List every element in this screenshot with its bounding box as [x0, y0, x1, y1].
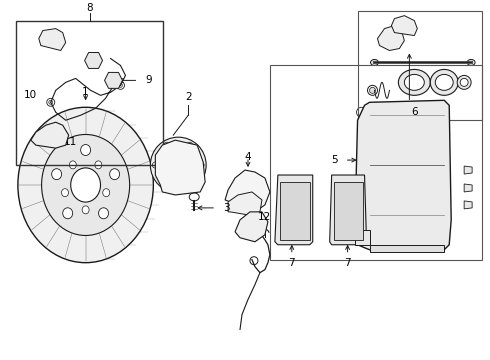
Text: 6: 6: [411, 107, 417, 117]
Text: 5: 5: [331, 155, 338, 165]
Ellipse shape: [404, 75, 424, 90]
Polygon shape: [275, 175, 313, 245]
Bar: [16, 21, 163, 165]
Ellipse shape: [367, 116, 422, 164]
Ellipse shape: [189, 193, 199, 201]
Ellipse shape: [187, 142, 193, 148]
Ellipse shape: [398, 69, 430, 95]
Ellipse shape: [457, 75, 471, 89]
Ellipse shape: [117, 81, 124, 89]
Ellipse shape: [250, 257, 258, 265]
Text: 8: 8: [86, 3, 93, 13]
Ellipse shape: [51, 169, 62, 180]
Ellipse shape: [369, 87, 375, 93]
Text: 7: 7: [344, 258, 351, 268]
Ellipse shape: [376, 180, 413, 210]
Polygon shape: [39, 28, 66, 50]
Polygon shape: [330, 175, 367, 245]
Ellipse shape: [368, 85, 377, 95]
Ellipse shape: [187, 182, 193, 188]
Text: 11: 11: [64, 137, 77, 147]
Ellipse shape: [357, 233, 367, 243]
Ellipse shape: [342, 199, 354, 211]
Ellipse shape: [388, 35, 395, 42]
Ellipse shape: [49, 100, 53, 104]
Ellipse shape: [291, 202, 297, 208]
Ellipse shape: [370, 59, 378, 66]
Polygon shape: [155, 140, 205, 195]
Bar: [270, 66, 482, 260]
Ellipse shape: [42, 135, 130, 235]
Ellipse shape: [81, 144, 91, 156]
Polygon shape: [31, 122, 69, 148]
Ellipse shape: [367, 171, 422, 219]
Polygon shape: [225, 170, 270, 212]
Ellipse shape: [430, 69, 458, 95]
Polygon shape: [85, 53, 102, 68]
Ellipse shape: [152, 162, 158, 168]
Polygon shape: [369, 245, 444, 252]
Text: 10: 10: [24, 90, 37, 100]
Ellipse shape: [288, 199, 300, 211]
Ellipse shape: [198, 162, 204, 168]
Text: 9: 9: [145, 75, 152, 85]
Ellipse shape: [110, 169, 120, 180]
Ellipse shape: [90, 57, 98, 64]
Text: 4: 4: [245, 152, 251, 162]
Ellipse shape: [110, 76, 118, 84]
Ellipse shape: [169, 156, 187, 174]
Polygon shape: [235, 212, 268, 242]
Polygon shape: [392, 15, 417, 36]
Polygon shape: [334, 182, 363, 240]
Ellipse shape: [70, 161, 76, 169]
Ellipse shape: [47, 98, 55, 106]
Ellipse shape: [39, 131, 47, 139]
Ellipse shape: [98, 208, 108, 219]
Ellipse shape: [250, 233, 258, 241]
Ellipse shape: [357, 107, 367, 117]
Ellipse shape: [18, 107, 153, 263]
Ellipse shape: [62, 189, 69, 197]
Ellipse shape: [48, 37, 58, 45]
Ellipse shape: [54, 134, 62, 142]
Ellipse shape: [160, 147, 196, 183]
Polygon shape: [104, 72, 122, 88]
Bar: [358, 11, 482, 120]
Ellipse shape: [460, 78, 468, 86]
Ellipse shape: [95, 161, 102, 169]
Ellipse shape: [247, 222, 257, 232]
Ellipse shape: [71, 168, 100, 202]
Polygon shape: [377, 26, 404, 50]
Polygon shape: [228, 192, 262, 215]
Text: 7: 7: [289, 258, 295, 268]
Ellipse shape: [376, 125, 413, 155]
Text: 12: 12: [258, 212, 271, 222]
Ellipse shape: [344, 202, 350, 208]
Text: 2: 2: [185, 92, 192, 102]
Text: 1: 1: [82, 87, 89, 97]
Ellipse shape: [82, 206, 89, 214]
Polygon shape: [464, 201, 472, 209]
Ellipse shape: [164, 182, 170, 188]
Polygon shape: [355, 230, 369, 245]
Text: 3: 3: [223, 203, 229, 213]
Ellipse shape: [63, 208, 73, 219]
Ellipse shape: [242, 182, 258, 198]
Polygon shape: [355, 100, 451, 250]
Ellipse shape: [119, 84, 122, 87]
Polygon shape: [280, 182, 310, 240]
Polygon shape: [464, 184, 472, 192]
Ellipse shape: [150, 137, 206, 193]
Ellipse shape: [467, 59, 475, 66]
Ellipse shape: [164, 142, 170, 148]
Ellipse shape: [435, 75, 453, 90]
Ellipse shape: [103, 189, 110, 197]
Polygon shape: [464, 166, 472, 174]
